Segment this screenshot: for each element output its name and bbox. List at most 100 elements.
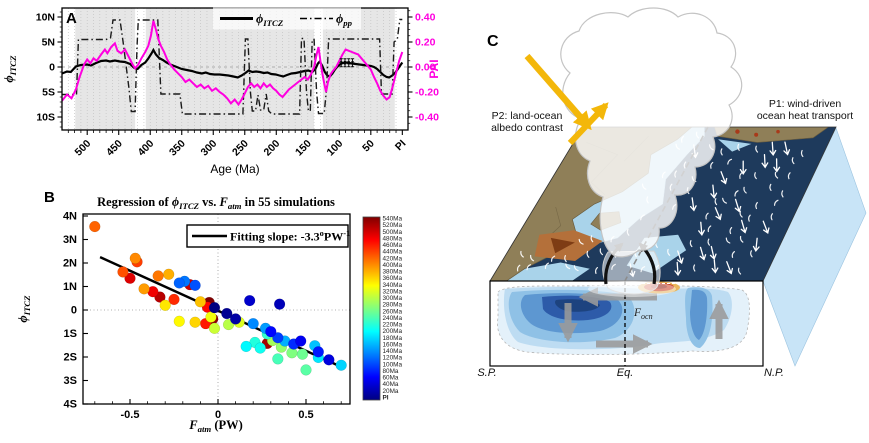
simulation-point <box>152 270 164 282</box>
wind-arrow-icon <box>707 238 711 246</box>
wind-arrow-icon <box>725 237 731 244</box>
simulation-point <box>273 298 286 310</box>
panel-b-scatter: -0.5 0 0.5 4N 3N 2N 1N 0 1S 2S 3S 4S Regression of ϕ… <box>16 195 403 434</box>
x-tick-label: 450 <box>104 138 125 159</box>
simulation-point <box>272 332 284 344</box>
star-marker <box>339 60 343 65</box>
wind-arrow-icon <box>714 207 722 221</box>
wind-arrow-icon <box>734 198 742 213</box>
south-pole-label: S.P. <box>477 367 497 379</box>
colorbar <box>362 216 381 401</box>
wind-arrow-icon <box>711 259 719 274</box>
circulation-contour <box>690 289 708 340</box>
wind-arrow-icon <box>737 267 742 275</box>
simulation-point <box>189 316 201 328</box>
wind-arrow-icon <box>599 248 604 256</box>
y-tick-label: 4S <box>64 399 77 411</box>
wind-arrow-icon <box>727 158 733 165</box>
wind-arrow-icon <box>564 255 567 263</box>
y-tick-label: 1S <box>64 328 77 340</box>
focn-label: Focn <box>633 307 653 321</box>
wind-arrow-icon <box>722 197 727 204</box>
wind-arrow-icon <box>689 197 697 212</box>
colorbar-label: 520Ma <box>383 222 403 229</box>
colorbar-label: 300Ma <box>383 295 403 302</box>
wind-arrow-icon <box>709 245 717 260</box>
panel-a-timeseries: 500 450 400 350 300 250 200 150 100 50 PI 10N 5N 0 5S 1… <box>2 7 441 176</box>
colorbar-label: 500Ma <box>383 229 403 236</box>
wind-arrow-icon <box>720 171 728 185</box>
colorbar-label: 40Ma <box>383 381 399 388</box>
equator-label: Eq. <box>616 367 634 379</box>
colorbar-label: 200Ma <box>383 328 403 335</box>
wind-arrow-icon <box>739 210 743 218</box>
y-tick-label: 1N <box>63 281 77 293</box>
p1-ocean-heat-label-line1: P1: wind-driven <box>768 98 842 110</box>
wind-arrow-icon <box>773 158 781 173</box>
colorbar-label: PI <box>383 395 389 402</box>
cloud-column <box>602 250 661 295</box>
simulation-point <box>247 317 259 330</box>
colorbar-label: 540Ma <box>383 216 403 223</box>
wind-arrow-icon <box>578 238 584 245</box>
pai-line <box>62 20 404 107</box>
wind-arrow-icon <box>762 220 770 235</box>
colorbar-label: 160Ma <box>383 341 403 348</box>
p2-albedo-label-line2: albedo contrast <box>491 122 563 135</box>
colorbar-label: 60Ma <box>383 375 399 382</box>
wind-arrow-icon <box>755 145 759 153</box>
wind-arrow-icon <box>739 172 743 180</box>
simulation-point <box>323 354 335 366</box>
fit-line <box>99 256 339 367</box>
legend-background <box>213 7 361 30</box>
colorbar-label: 240Ma <box>383 315 403 322</box>
y-axis-title: ϕITCZ <box>16 295 32 323</box>
simulation-point <box>124 272 136 284</box>
x-tick-label: 0.5 <box>298 409 313 421</box>
x-tick-label: PI <box>393 138 409 154</box>
wind-arrow-icon <box>710 161 714 169</box>
simulation-point <box>254 342 266 354</box>
colorbar-label: 320Ma <box>383 288 403 295</box>
wind-arrow-icon <box>769 183 772 191</box>
x-tick-label: 100 <box>325 138 346 159</box>
y2-tick-label: 0.20 <box>415 37 436 49</box>
wind-arrow-icon <box>689 240 693 248</box>
legend-label-pp: ϕpp <box>336 12 353 28</box>
wind-arrow-icon <box>530 254 535 262</box>
wind-arrow-icon <box>550 255 556 262</box>
wind-arrow-icon <box>783 141 791 156</box>
x-tick-label: 400 <box>135 138 156 159</box>
simulation-point <box>189 279 201 291</box>
simulation-point <box>312 346 324 358</box>
legend-label-itcz: ϕITCZ <box>256 12 284 28</box>
mountain-spot <box>735 129 740 134</box>
wind-arrow-icon <box>737 143 740 151</box>
x-tick-label: 150 <box>293 138 314 159</box>
wind-arrow-icon <box>544 262 549 270</box>
contour-outline <box>497 285 750 355</box>
simulation-point <box>208 322 221 334</box>
simulation-point <box>173 277 185 289</box>
colorbar-label: 400Ma <box>383 262 403 269</box>
simulation-point <box>335 359 347 371</box>
cloud-base <box>588 281 676 297</box>
mountain-spot <box>776 129 780 134</box>
colorbar-label: 220Ma <box>383 322 403 329</box>
interval-band <box>314 8 323 130</box>
wind-arrow-icon <box>590 235 594 243</box>
simulation-point <box>129 252 141 264</box>
simulation-point <box>295 335 307 347</box>
interval-band <box>135 8 146 130</box>
colorbar-label: 120Ma <box>383 355 403 362</box>
x-tick-label: 50 <box>360 138 377 155</box>
simulation-point <box>208 302 221 314</box>
p2-albedo-label-line1: P2: land-ocean <box>491 110 563 122</box>
colorbar-label: 460Ma <box>383 242 403 249</box>
wind-arrow-icon <box>699 246 707 261</box>
y-axis-title: ϕITCZ <box>2 55 18 83</box>
panel-c-label: C <box>487 33 499 50</box>
y2-tick-label: -0.40 <box>415 112 439 124</box>
wind-arrow-icon <box>740 219 748 234</box>
simulation-point <box>89 220 101 233</box>
